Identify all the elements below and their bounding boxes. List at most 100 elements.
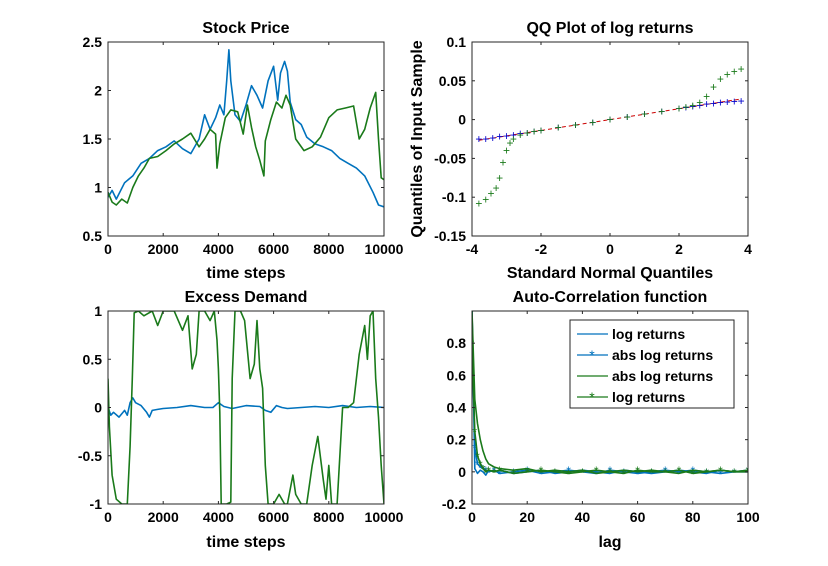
excess-demand-plot — [108, 311, 384, 504]
stock-xtick-label-3: 6000 — [258, 241, 289, 257]
legend-label-2: abs log returns — [612, 347, 713, 363]
qq-marker-s2-20: + — [675, 102, 682, 116]
acf-xtick-label-3: 60 — [630, 509, 646, 525]
excess-xtick-label-5: 10000 — [365, 509, 404, 525]
qq-marker-s1-21: + — [703, 97, 710, 111]
stock-xtick-label-4: 8000 — [313, 241, 344, 257]
stock-series-group — [108, 48, 384, 208]
excess-xtick-label-4: 8000 — [313, 509, 344, 525]
qq-marker-s2-6: + — [503, 144, 510, 158]
qq-marker-s2-1: + — [482, 193, 489, 207]
acf-xtick-label-2: 40 — [575, 509, 591, 525]
qq-plot-title: QQ Plot of log returns — [526, 20, 693, 37]
qq-marker-s2-7: + — [506, 136, 513, 150]
qq-ytick-label-3: 0 — [458, 112, 466, 128]
stock-price-ticks: 0 2000 4000 6000 8000 10000 0.5 1 1.5 2 2.5 — [83, 34, 404, 257]
qq-marker-s2-21: + — [682, 100, 689, 114]
acf-marker-s2-11: * — [539, 467, 544, 481]
acf-marker-s4-18: * — [635, 464, 640, 478]
acf-marker-s4-11: * — [539, 464, 544, 478]
acf-marker-s4-23: * — [704, 466, 709, 480]
qq-plot-plot: + + + + + + + + + + + + + + + + + + + + + + + + + + ++ ++++++++ + + + +… — [475, 62, 744, 210]
acf-marker-s4-25: * — [732, 466, 737, 480]
qq-reference-line — [478, 98, 742, 141]
acf-marker-s4-26: * — [746, 464, 751, 478]
stock-price-title: Stock Price — [202, 20, 289, 37]
acf-ticks: 0 20 40 60 80 100-0.200.20.40.60.8 — [442, 311, 760, 525]
legend-entry-1: log returns — [577, 326, 685, 342]
acf-marker-s4-12: * — [552, 466, 557, 480]
legend-label-1: log returns — [612, 326, 685, 342]
qq-marker-s1-7: + — [524, 126, 531, 140]
qq-marker-s1-18: + — [682, 101, 689, 115]
acf-marker-s2-1: * — [472, 442, 477, 456]
qq-ytick-label-1: -0.1 — [442, 189, 466, 205]
qq-marker-s2-3: + — [493, 181, 500, 195]
qq-xtick-label-1: -2 — [535, 241, 548, 257]
acf-marker-s4-2: * — [475, 450, 480, 464]
acf-marker-s4-9: * — [511, 467, 516, 481]
legend-box — [569, 319, 735, 409]
qq-marker-s2-8: + — [510, 132, 517, 146]
qq-marker-s2-26: + — [717, 72, 724, 86]
acf-marker-s4-4: * — [481, 463, 486, 477]
legend-label-3: abs log returns — [612, 368, 713, 384]
acf-marker-s2-0: * — [470, 305, 475, 319]
acf-xtick-label-5: 100 — [736, 509, 760, 525]
qq-marker-s2-22: + — [689, 99, 696, 113]
acf-marker-s4-19: * — [649, 466, 654, 480]
qq-marker-s1-3: + — [496, 130, 503, 144]
qq-marker-s2-5: + — [500, 155, 507, 169]
acf-marker-s4-13: * — [566, 467, 571, 481]
acf-marker-s4-21: * — [677, 464, 682, 478]
qq-marker-s2-13: + — [555, 121, 562, 135]
qq-marker-s2-11: + — [531, 125, 538, 139]
stock-ytick-label-2: 1.5 — [83, 131, 103, 147]
acf-ytick-label-4: 0.6 — [447, 367, 467, 383]
acf-marker-s2-14: * — [580, 466, 585, 480]
qq-plot-panel: QQ Plot of log returns + + + + + + + + + + + + + + + + +… — [409, 20, 752, 282]
acf-marker-s2-12: * — [552, 466, 557, 480]
qq-marker-s1-4: + — [503, 129, 510, 143]
acf-marker-s2-8: * — [497, 467, 502, 481]
qq-marker-s1-8: + — [531, 125, 538, 139]
stock-series-line-2 — [108, 91, 384, 206]
qq-marker-s2-27: + — [724, 68, 731, 82]
acf-marker-s4-1: * — [472, 426, 477, 440]
excess-demand-title: Excess Demand — [185, 289, 308, 306]
acf-ytick-label-2: 0.2 — [447, 432, 467, 448]
qq-plot-ticks: -4 -2 0 2 4 -0.15 -0.1 -0.05 0 0.05 0.1 — [434, 34, 752, 257]
acf-ytick-label-3: 0.4 — [447, 400, 467, 416]
qq-xtick-label-3: 2 — [675, 241, 683, 257]
excess-demand-panel: Excess Demand 0 2000 4000 6000 8000 10000 -1 -0… — [78, 289, 404, 551]
qq-marker-s1-6: + — [517, 127, 524, 141]
stock-xtick-label-1: 2000 — [148, 241, 179, 257]
acf-series-group: ****** * * * * * * * * * * * * * * * * * * * ******** * * * * * * *… — [470, 305, 751, 481]
excess-xtick-label-1: 2000 — [148, 509, 179, 525]
excess-xtick-label-3: 6000 — [258, 509, 289, 525]
qq-ytick-label-2: -0.05 — [434, 150, 466, 166]
qq-marker-s2-14: + — [572, 118, 579, 132]
qq-xtick-label-0: -4 — [466, 241, 479, 257]
qq-marker-s2-12: + — [537, 123, 544, 137]
acf-marker-s2-22: * — [690, 464, 695, 478]
acf-marker-s4-5: * — [483, 466, 488, 480]
acf-marker-s4-15: * — [594, 464, 599, 478]
legend-entry-3: abs log returns — [577, 368, 713, 384]
acf-marker-s4-14: * — [580, 466, 585, 480]
qq-marker-s2-23: + — [696, 96, 703, 110]
excess-ytick-label-4: 1 — [94, 303, 102, 319]
stock-ytick-label-1: 1 — [94, 180, 102, 196]
excess-demand-xlabel: time steps — [206, 534, 285, 551]
acf-marker-s2-19: * — [649, 466, 654, 480]
acf-marker-s4-8: * — [497, 464, 502, 478]
acf-ytick-label-5: 0.8 — [447, 335, 467, 351]
acf-series-line-3 — [472, 311, 748, 475]
qq-marker-s2-9: + — [517, 128, 524, 142]
qq-marker-s1-26: + — [738, 94, 745, 108]
qq-marker-s1-13: + — [606, 113, 613, 127]
legend-label-4: log returns — [612, 389, 685, 405]
qq-marker-s1-15: + — [641, 107, 648, 121]
excess-series-line-1 — [108, 397, 384, 418]
